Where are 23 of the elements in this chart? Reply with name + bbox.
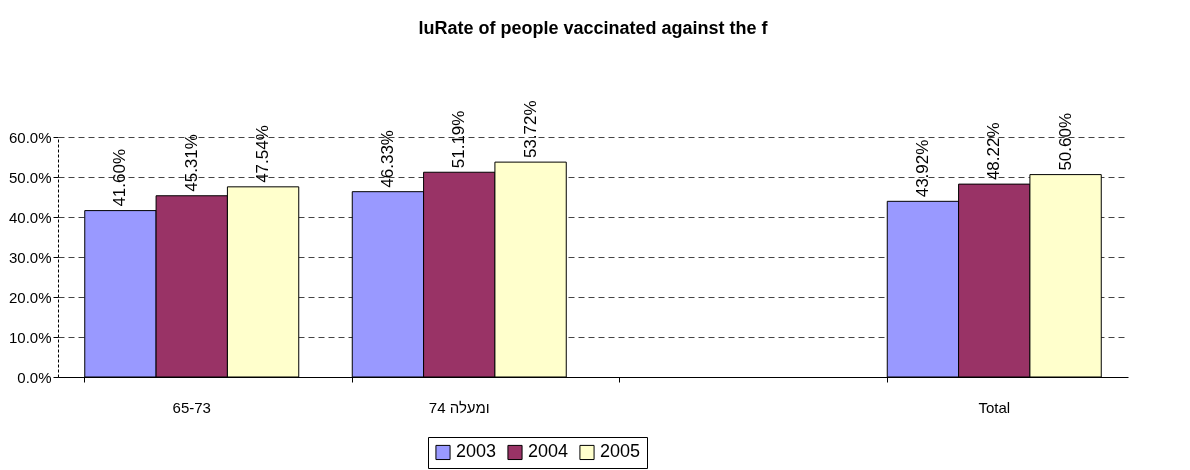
x-tick-label: 65-73 xyxy=(172,398,211,416)
data-label: 45.31% xyxy=(181,134,201,192)
data-label: 53.72% xyxy=(520,100,540,159)
y-tick-label: 50.0% xyxy=(8,168,52,186)
data-label: 43.92% xyxy=(912,139,932,198)
legend-label: 2003 xyxy=(456,441,497,462)
y-tick-label: 20.0% xyxy=(8,288,52,306)
data-label: 46.33% xyxy=(377,130,397,188)
x-tick-label: 74 ומעלה xyxy=(428,398,490,416)
y-tick-label: 0.0% xyxy=(17,368,52,386)
chart-title: luRate of people vaccinated against the f xyxy=(418,18,769,39)
y-tick-label: 40.0% xyxy=(8,208,52,226)
legend-label: 2004 xyxy=(528,441,569,462)
data-label: 48.22% xyxy=(984,122,1004,181)
legend-label: 2005 xyxy=(600,441,641,462)
y-tick-label: 10.0% xyxy=(8,328,52,346)
data-label: 50.60% xyxy=(1055,112,1075,171)
data-label: 41.60% xyxy=(110,148,130,207)
x-tick-label: Total xyxy=(978,398,1011,416)
data-label: 47.54% xyxy=(253,125,273,183)
y-tick-label: 30.0% xyxy=(8,248,52,266)
y-tick-label: 60.0% xyxy=(8,128,52,146)
data-label: 51.19% xyxy=(449,110,469,169)
